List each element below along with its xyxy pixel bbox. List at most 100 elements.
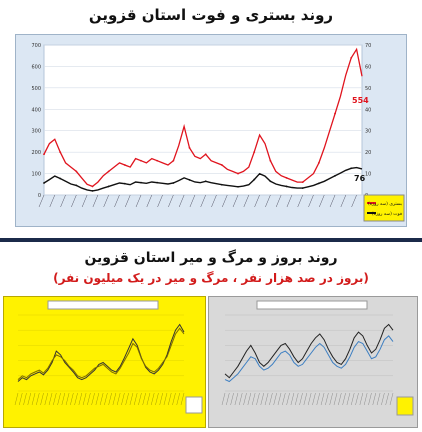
top-y-tick-left: 200 bbox=[31, 150, 41, 156]
hospital-point bbox=[75, 170, 78, 173]
small-x-tick bbox=[389, 392, 394, 406]
small-x-tick bbox=[282, 392, 286, 406]
small-x-tick bbox=[70, 392, 74, 406]
top-x-tick bbox=[178, 194, 185, 208]
top-x-tick bbox=[275, 194, 282, 208]
top-x-tick bbox=[103, 194, 109, 208]
small-x-tick bbox=[351, 392, 355, 406]
top-y-tick-left: 0 bbox=[38, 193, 41, 199]
top-y-tick-right: 50 bbox=[365, 86, 371, 92]
top-x-tick bbox=[71, 194, 77, 208]
small-x-tick bbox=[159, 392, 163, 406]
small-x-tick bbox=[14, 392, 19, 406]
hospital-point bbox=[172, 159, 175, 162]
small-x-tick bbox=[57, 392, 61, 406]
small-series-line bbox=[224, 335, 394, 383]
small-x-tick bbox=[82, 392, 87, 406]
death-point bbox=[75, 184, 78, 187]
small-x-tick bbox=[329, 392, 333, 406]
top-x-tick bbox=[125, 194, 131, 208]
small-x-tick bbox=[316, 392, 320, 406]
top-x-tick bbox=[297, 194, 303, 208]
small-x-tick bbox=[239, 392, 243, 406]
small-x-tick bbox=[99, 392, 104, 406]
small-x-tick bbox=[78, 392, 83, 406]
death-series-line bbox=[43, 166, 363, 192]
top-x-tick bbox=[319, 194, 325, 208]
death-point bbox=[156, 181, 159, 184]
small-x-tick bbox=[359, 392, 364, 406]
top-x-tick bbox=[38, 194, 45, 208]
hospital-point bbox=[317, 161, 320, 164]
small-x-tick bbox=[142, 392, 146, 406]
small-x-tick bbox=[312, 392, 316, 406]
top-x-tick bbox=[114, 194, 120, 208]
left-chart-header-box bbox=[47, 300, 159, 310]
top-y-tick-left: 600 bbox=[31, 64, 41, 70]
legend-box bbox=[363, 194, 405, 222]
top-x-tick bbox=[135, 194, 142, 208]
death-point bbox=[140, 181, 142, 184]
death-point bbox=[59, 177, 62, 180]
small-x-tick bbox=[234, 392, 239, 406]
small-x-tick bbox=[176, 392, 180, 406]
top-x-tick bbox=[60, 194, 66, 208]
top-y-tick-right: 20 bbox=[365, 150, 371, 156]
hospital-point bbox=[301, 181, 304, 184]
top-y-tick-left: 400 bbox=[31, 107, 41, 113]
small-x-tick bbox=[320, 392, 325, 406]
hospital-point bbox=[237, 172, 239, 175]
top-lines bbox=[43, 47, 363, 192]
small-x-tick bbox=[146, 392, 151, 406]
legend-death-label: فوت (سه روزه) bbox=[372, 211, 402, 217]
small-x-tick bbox=[368, 392, 372, 406]
hospital-point bbox=[334, 112, 336, 115]
left-legend-box bbox=[185, 396, 203, 414]
hospital-point bbox=[188, 146, 191, 149]
left-chart-svg bbox=[14, 300, 203, 414]
top-x-tick bbox=[232, 194, 239, 208]
small-x-tick bbox=[138, 392, 142, 406]
left-lines bbox=[17, 323, 185, 382]
small-x-tick bbox=[247, 392, 252, 406]
small-x-tick bbox=[48, 392, 53, 406]
hospital-point bbox=[123, 164, 126, 166]
top-y-tick-right: 60 bbox=[365, 64, 371, 70]
top-y-ticks-left: 700 600 500 400 300 200 100 0 bbox=[31, 43, 41, 199]
death-point bbox=[91, 189, 94, 192]
top-chart-title: روند بستری و فوت استان قزوین bbox=[88, 6, 334, 24]
hospital-point bbox=[43, 153, 45, 156]
incidence-chart-yellow bbox=[3, 296, 206, 428]
small-x-tick bbox=[108, 392, 112, 406]
death-point bbox=[220, 183, 223, 186]
small-x-tick bbox=[95, 392, 100, 406]
death-point bbox=[188, 179, 191, 181]
small-series-line bbox=[17, 323, 185, 382]
top-y-tick-right: 70 bbox=[365, 43, 371, 49]
top-x-tick bbox=[351, 194, 357, 208]
top-y-tick-left: 300 bbox=[31, 129, 41, 135]
small-x-tick bbox=[277, 392, 282, 406]
right-chart-svg bbox=[221, 300, 414, 416]
hospital-point bbox=[59, 151, 62, 154]
top-x-tick bbox=[254, 194, 260, 208]
death-point bbox=[237, 185, 239, 188]
top-x-tick bbox=[49, 194, 56, 208]
small-x-tick bbox=[342, 392, 346, 406]
small-x-tick bbox=[290, 392, 295, 406]
small-x-tick bbox=[269, 392, 273, 406]
hospital-point bbox=[107, 170, 110, 173]
right-legend-box bbox=[396, 396, 414, 416]
top-x-tick bbox=[81, 194, 88, 208]
small-x-tick bbox=[121, 392, 125, 406]
small-x-tick bbox=[172, 392, 176, 406]
small-x-tick bbox=[325, 392, 329, 406]
hospital-point bbox=[156, 159, 159, 162]
top-panel: روند بستری و فوت استان قزوین 700 600 500 40… bbox=[15, 6, 407, 227]
small-x-tick bbox=[333, 392, 338, 406]
small-x-tick bbox=[31, 392, 36, 406]
death-point bbox=[253, 178, 256, 181]
small-x-tick bbox=[260, 392, 264, 406]
incidence-chart-gray bbox=[208, 296, 418, 428]
